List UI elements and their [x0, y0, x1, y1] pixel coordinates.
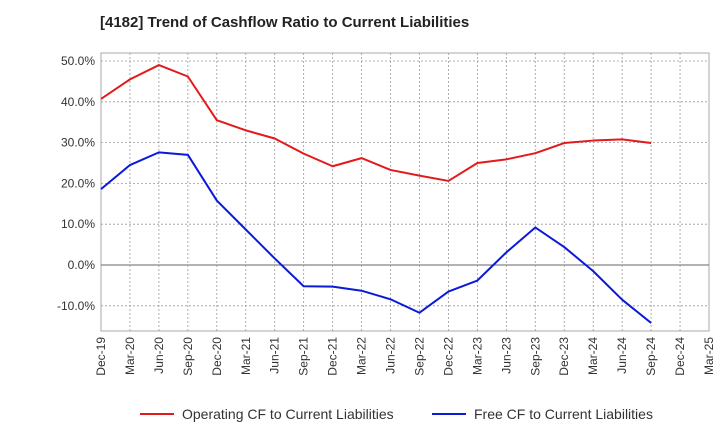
y-tick-label: 0.0%	[68, 258, 96, 272]
x-tick-label: Mar-25	[702, 337, 716, 375]
x-tick-label: Jun-23	[499, 337, 513, 374]
x-tick-label: Jun-24	[615, 337, 629, 374]
chart-title: [4182] Trend of Cashflow Ratio to Curren…	[100, 14, 470, 31]
x-tick-label: Mar-20	[123, 337, 137, 375]
x-tick-label: Dec-20	[210, 337, 224, 376]
x-tick-label: Mar-22	[355, 337, 369, 375]
y-tick-label: 40.0%	[61, 95, 95, 109]
x-tick-label: Sep-22	[412, 337, 426, 376]
y-tick-label: 50.0%	[61, 54, 95, 68]
x-tick-label: Dec-21	[326, 337, 340, 376]
plot-frame	[100, 52, 710, 332]
x-tick-label: Mar-24	[586, 337, 600, 375]
series-line-operating-cf	[100, 64, 652, 182]
x-tick-label: Dec-24	[673, 337, 687, 376]
x-tick-label: Mar-23	[470, 337, 484, 375]
legend-label: Free CF to Current Liabilities	[474, 406, 653, 422]
series-line-free-cf	[100, 151, 652, 324]
x-tick-label: Jun-21	[268, 337, 282, 374]
x-tick-label: Jun-20	[152, 337, 166, 374]
legend-label: Operating CF to Current Liabilities	[182, 406, 394, 422]
x-tick-label: Mar-21	[239, 337, 253, 375]
y-tick-label: 30.0%	[61, 136, 95, 150]
x-tick-label: Sep-24	[644, 337, 658, 376]
x-tick-label: Sep-20	[181, 337, 195, 376]
y-tick-label: 20.0%	[61, 176, 95, 190]
x-tick-label: Dec-19	[94, 337, 108, 376]
y-tick-label: 10.0%	[61, 217, 95, 231]
x-tick-label: Dec-23	[557, 337, 571, 376]
x-tick-label: Dec-22	[441, 337, 455, 376]
x-tick-label: Sep-23	[528, 337, 542, 376]
x-tick-label: Sep-21	[297, 337, 311, 376]
x-tick-label: Jun-22	[384, 337, 398, 374]
y-tick-label: -10.0%	[57, 299, 95, 313]
